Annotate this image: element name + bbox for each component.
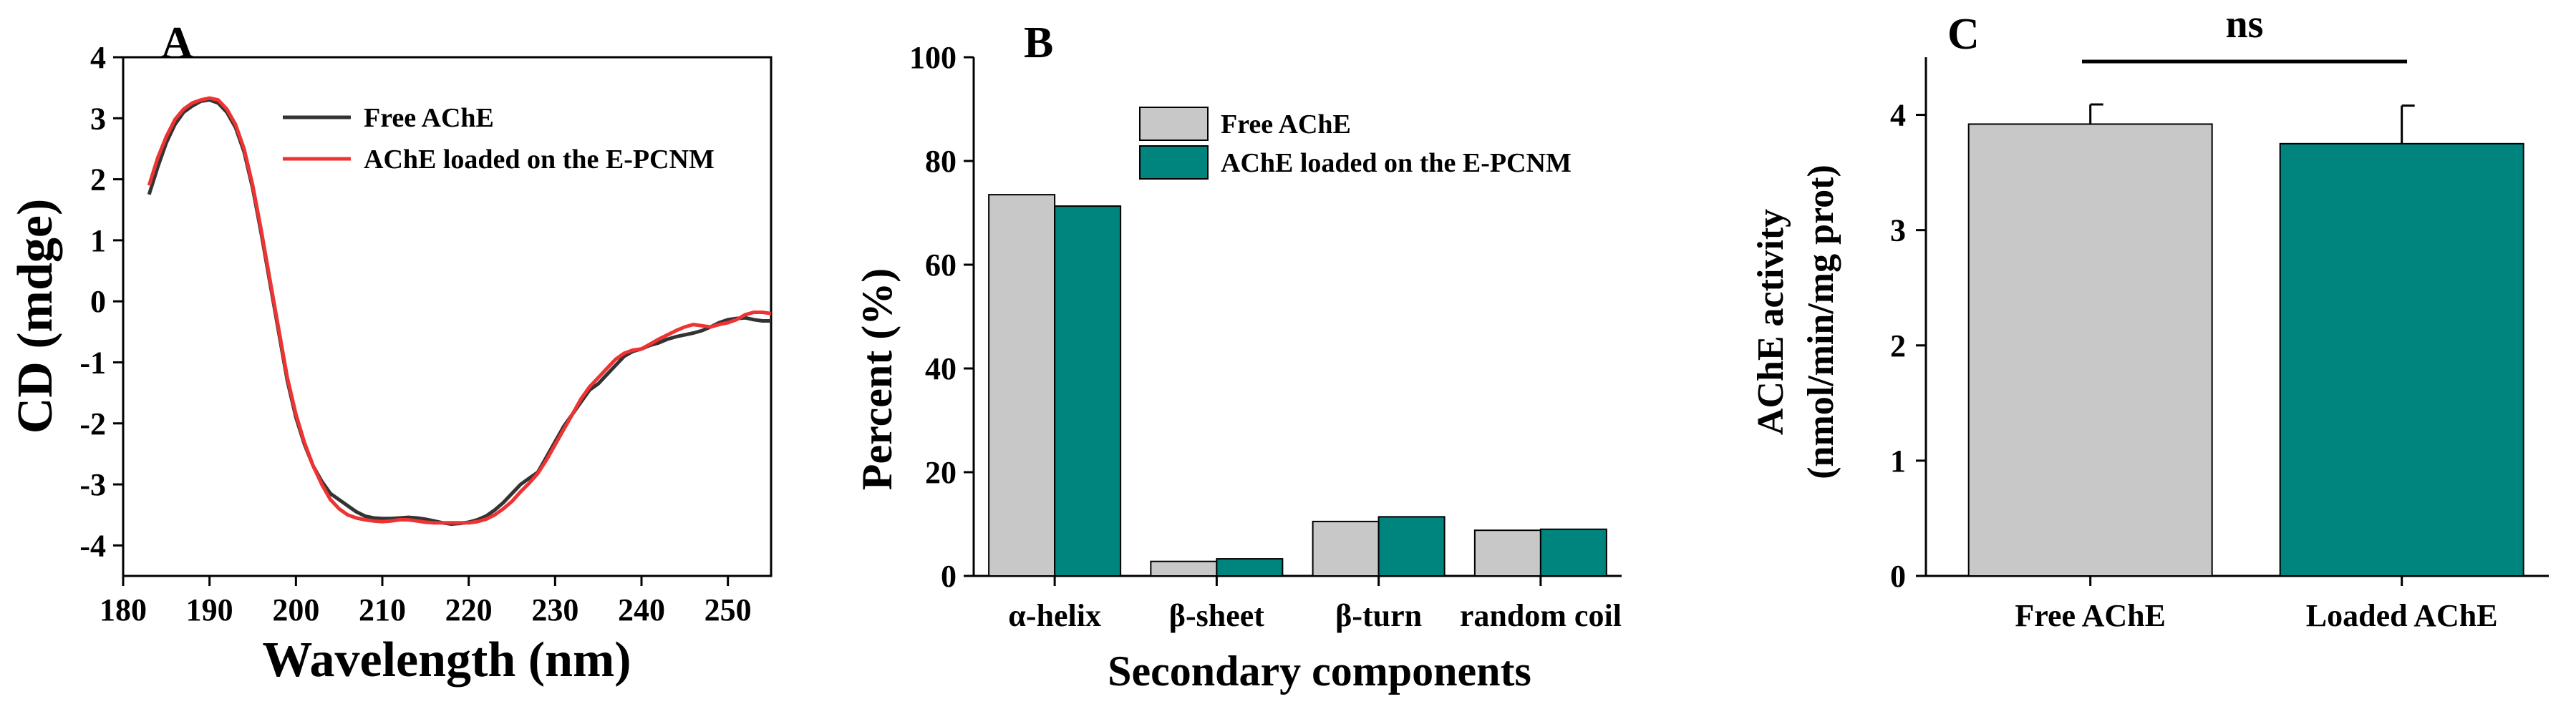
y-tick-label: -1 xyxy=(79,345,106,380)
legend-label-free-ache: Free AChE xyxy=(364,103,494,133)
panel-a-series-lines xyxy=(147,96,772,526)
panel-a-y-ticks: -4 -3 -2 -1 0 1 2 3 4 xyxy=(79,40,123,563)
panel-a-plot-frame xyxy=(122,56,773,577)
panel-c-category-labels: Free AChE Loaded AChE xyxy=(2015,576,2498,633)
panel-b-y-axis-title: Percent (%) xyxy=(853,268,901,490)
bar-loaded-ache xyxy=(2279,142,2524,577)
panel-a-y-axis-title: CD (mdge) xyxy=(8,199,63,434)
bar-helix-ache-loaded-on-the-e-pcnm xyxy=(1054,205,1122,577)
x-tick-label: 210 xyxy=(359,592,406,627)
y-tick-label: 1 xyxy=(90,223,106,258)
x-tick-label: 220 xyxy=(445,592,493,627)
bar-random-coil-free-ache xyxy=(1473,529,1541,577)
x-tick-label: 190 xyxy=(186,592,233,627)
y-tick-label: 60 xyxy=(925,248,957,283)
x-tick-label: 230 xyxy=(531,592,578,627)
panel-b-category-labels: α-helix β-sheet β-turn random coil xyxy=(1008,576,1622,633)
bar-turn-ache-loaded-on-the-e-pcnm xyxy=(1377,516,1446,577)
category-label-helix: α-helix xyxy=(1008,598,1101,633)
x-tick-label: 240 xyxy=(618,592,665,627)
legend-label-loaded-ache-b: AChE loaded on the E-PCNM xyxy=(1221,148,1572,178)
y-tick-label: -4 xyxy=(79,528,106,563)
panel-c-y-ticks: 0 1 2 3 4 xyxy=(1890,98,1926,594)
legend-label-loaded-ache: AChE loaded on the E-PCNM xyxy=(364,145,715,175)
panel-c-y-axis-title-line1: AChE activity xyxy=(1751,209,1791,435)
legend-swatch-free-ache-b xyxy=(1139,107,1209,141)
series-line-ache-loaded-on-the-e-pcnm xyxy=(147,96,772,525)
x-tick-label: 250 xyxy=(704,592,752,627)
bar-turn-free-ache xyxy=(1312,520,1380,577)
y-tick-label: 2 xyxy=(90,162,106,197)
y-tick-label: 1 xyxy=(1890,444,1906,479)
panel-c-bar-chart: C 0 1 2 3 4 Free AChE Loaded AChE ns AChE act… xyxy=(1751,2,2549,633)
panel-label-a: A xyxy=(161,19,193,67)
y-tick-label: 80 xyxy=(925,144,957,179)
category-label-random-coil: random coil xyxy=(1460,598,1622,633)
panel-a-line-chart: A -4 -3 -2 -1 0 1 2 3 4 180 190 200 210 220 230 240 250… xyxy=(8,19,773,688)
panel-a-x-axis-title: Wavelength (nm) xyxy=(262,632,631,688)
y-tick-label: 0 xyxy=(1890,559,1906,594)
y-tick-label: 4 xyxy=(90,40,106,75)
x-tick-label: 200 xyxy=(272,592,319,627)
panel-b-x-axis-title: Secondary components xyxy=(1108,647,1531,695)
panel-b-bars xyxy=(988,194,1607,577)
y-tick-label: 40 xyxy=(925,351,957,386)
y-tick-label: 20 xyxy=(925,455,957,490)
y-tick-label: 4 xyxy=(1890,98,1906,133)
panel-b-bar-chart: B 0 20 40 60 80 100 α-helix β-sheet β-turn rando… xyxy=(853,19,1622,695)
legend-swatch-loaded-ache-b xyxy=(1139,145,1209,180)
category-label-sheet: β-sheet xyxy=(1169,598,1264,633)
category-label-turn: β-turn xyxy=(1335,598,1422,633)
y-tick-label: 0 xyxy=(90,284,106,319)
legend-label-free-ache-b: Free AChE xyxy=(1221,109,1351,140)
bar-sheet-ache-loaded-on-the-e-pcnm xyxy=(1216,558,1284,577)
y-tick-label: -3 xyxy=(79,467,106,502)
bar-helix-free-ache xyxy=(988,194,1056,577)
panel-b-y-ticks: 0 20 40 60 80 100 xyxy=(909,40,974,594)
category-label-free-ache: Free AChE xyxy=(2015,598,2166,633)
bar-sheet-free-ache xyxy=(1150,560,1218,577)
significance-label: ns xyxy=(2226,2,2264,47)
y-tick-label: -2 xyxy=(79,406,106,441)
bar-free-ache xyxy=(1967,123,2213,577)
bar-random-coil-ache-loaded-on-the-e-pcnm xyxy=(1539,528,1607,577)
panel-label-b: B xyxy=(1024,19,1053,67)
panel-a-x-ticks: 180 190 200 210 220 230 240 250 xyxy=(100,576,752,627)
panel-label-c: C xyxy=(1947,10,1980,59)
y-tick-label: 2 xyxy=(1890,328,1906,363)
y-tick-label: 0 xyxy=(941,559,957,594)
y-tick-label: 3 xyxy=(1890,213,1906,248)
panel-c-y-axis-title-line2: (nmol/min/mg prot) xyxy=(1801,165,1841,479)
category-label-loaded-ache: Loaded AChE xyxy=(2306,598,2498,633)
x-tick-label: 180 xyxy=(100,592,147,627)
y-tick-label: 100 xyxy=(909,40,957,75)
y-tick-label: 3 xyxy=(90,101,106,136)
panel-c-bars xyxy=(1967,103,2524,577)
